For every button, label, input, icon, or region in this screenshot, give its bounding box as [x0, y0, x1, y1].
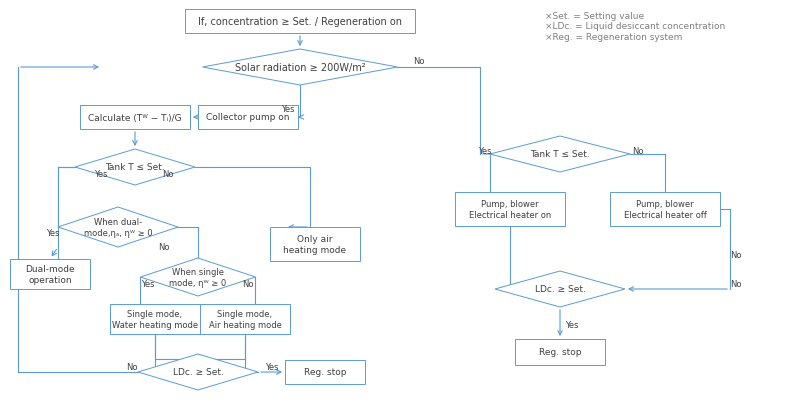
Text: Single mode,
Air heating mode: Single mode, Air heating mode [209, 310, 282, 329]
Polygon shape [495, 271, 625, 307]
Text: When single
mode, ηᵂ ≥ 0: When single mode, ηᵂ ≥ 0 [170, 267, 226, 287]
Text: Reg. stop: Reg. stop [538, 348, 582, 357]
Text: Yes: Yes [46, 229, 60, 238]
Text: LDc. ≥ Set.: LDc. ≥ Set. [173, 368, 223, 377]
Text: Yes: Yes [478, 147, 492, 156]
Text: Yes: Yes [94, 170, 108, 179]
Polygon shape [202, 50, 398, 86]
Text: Only air
heating mode: Only air heating mode [283, 235, 346, 254]
Text: ×Set. = Setting value
×LDc. = Liquid desiccant concentration
×Reg. = Regeneratio: ×Set. = Setting value ×LDc. = Liquid des… [545, 12, 726, 42]
FancyBboxPatch shape [200, 304, 290, 334]
Text: No: No [730, 250, 742, 259]
Text: No: No [162, 170, 174, 179]
FancyBboxPatch shape [10, 259, 90, 289]
Polygon shape [138, 354, 258, 390]
Text: Tank T ≤ Set.: Tank T ≤ Set. [105, 163, 165, 172]
Text: No: No [632, 147, 643, 156]
Text: Pump, blower
Electrical heater on: Pump, blower Electrical heater on [469, 200, 551, 219]
FancyBboxPatch shape [185, 10, 415, 34]
Text: No: No [158, 243, 170, 252]
Text: Tank T ≤ Set.: Tank T ≤ Set. [530, 150, 590, 159]
Text: Dual-mode
operation: Dual-mode operation [25, 265, 75, 284]
Text: Pump, blower
Electrical heater off: Pump, blower Electrical heater off [623, 200, 706, 219]
FancyBboxPatch shape [285, 360, 365, 384]
Polygon shape [75, 150, 195, 186]
FancyBboxPatch shape [610, 193, 720, 227]
FancyBboxPatch shape [198, 106, 298, 130]
Text: Yes: Yes [282, 104, 294, 113]
Text: No: No [242, 280, 254, 289]
Text: Yes: Yes [142, 280, 155, 289]
Text: Single mode,
Water heating mode: Single mode, Water heating mode [112, 310, 198, 329]
Polygon shape [58, 207, 178, 247]
Text: Yes: Yes [565, 321, 578, 330]
Text: No: No [730, 280, 742, 289]
Polygon shape [141, 258, 255, 296]
Polygon shape [490, 137, 630, 173]
FancyBboxPatch shape [270, 227, 360, 261]
Text: Reg. stop: Reg. stop [304, 368, 346, 377]
FancyBboxPatch shape [80, 106, 190, 130]
Text: No: No [413, 57, 425, 66]
Text: Solar radiation ≥ 200W/m²: Solar radiation ≥ 200W/m² [234, 63, 366, 73]
Text: Yes: Yes [266, 363, 278, 372]
Text: Collector pump on: Collector pump on [206, 113, 290, 122]
Text: LDc. ≥ Set.: LDc. ≥ Set. [534, 285, 586, 294]
Text: If, concentration ≥ Set. / Regeneration on: If, concentration ≥ Set. / Regeneration … [198, 17, 402, 27]
FancyBboxPatch shape [515, 339, 605, 365]
Text: Calculate (Tᵂ − Tᵢ)/G: Calculate (Tᵂ − Tᵢ)/G [88, 113, 182, 122]
FancyBboxPatch shape [110, 304, 200, 334]
FancyBboxPatch shape [455, 193, 565, 227]
Text: No: No [126, 363, 138, 372]
Text: When dual-
mode,ηₐ, ηᵂ ≥ 0: When dual- mode,ηₐ, ηᵂ ≥ 0 [84, 218, 152, 237]
